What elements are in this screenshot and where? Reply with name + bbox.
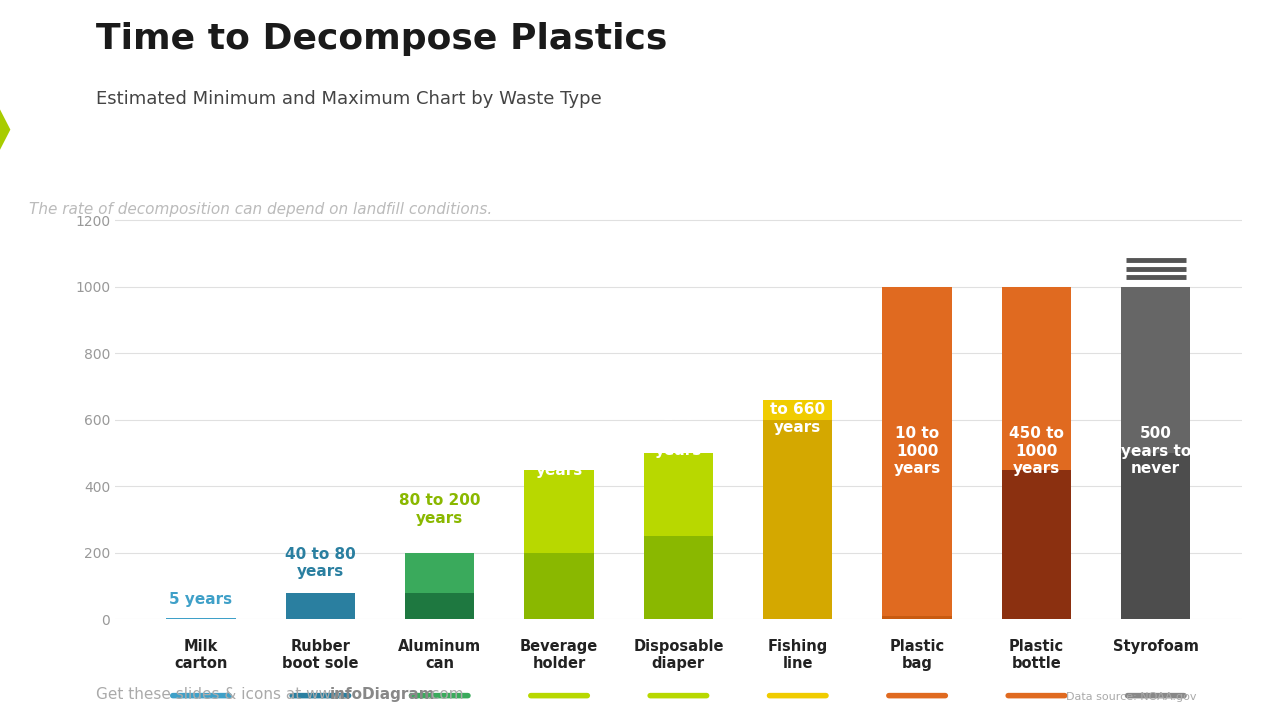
Text: 10 to
1000
years: 10 to 1000 years [893,426,941,477]
Bar [166,618,236,619]
Bar [1121,453,1190,619]
Bar [763,420,832,619]
Text: infoDiagram: infoDiagram [330,687,436,702]
Text: 40 to 80
years: 40 to 80 years [285,546,356,579]
Text: .com: .com [426,687,463,702]
Text: 450 to
1000
years: 450 to 1000 years [1009,426,1064,477]
Text: Time to Decompose Plastics: Time to Decompose Plastics [96,22,667,55]
Polygon shape [0,109,10,150]
Bar [882,287,952,616]
Bar [525,469,594,553]
Bar [644,453,713,536]
Bar [285,593,355,606]
Bar [404,553,475,593]
Text: Data source: NOAA.gov: Data source: NOAA.gov [1066,692,1197,702]
Text: 5 years: 5 years [169,592,233,607]
Bar [404,593,475,619]
Bar [763,400,832,420]
Text: Estimated Minimum and Maximum Chart by Waste Type: Estimated Minimum and Maximum Chart by W… [96,90,602,108]
Text: 600
to 660
years: 600 to 660 years [771,385,826,435]
Bar [285,606,355,619]
Bar [644,536,713,619]
Text: 200
to 450
years: 200 to 450 years [531,428,586,478]
Bar [525,553,594,619]
Bar [1002,287,1071,469]
Bar [1002,469,1071,619]
Text: 80 to 200
years: 80 to 200 years [399,493,480,526]
Text: Get these slides & icons at www.: Get these slides & icons at www. [96,687,347,702]
Bar [1121,287,1190,453]
Text: The rate of decomposition can depend on landfill conditions.: The rate of decomposition can depend on … [29,202,493,217]
Text: 250
to 500
years: 250 to 500 years [652,408,705,458]
Text: 500
years to
never: 500 years to never [1121,426,1190,477]
Bar [882,616,952,619]
